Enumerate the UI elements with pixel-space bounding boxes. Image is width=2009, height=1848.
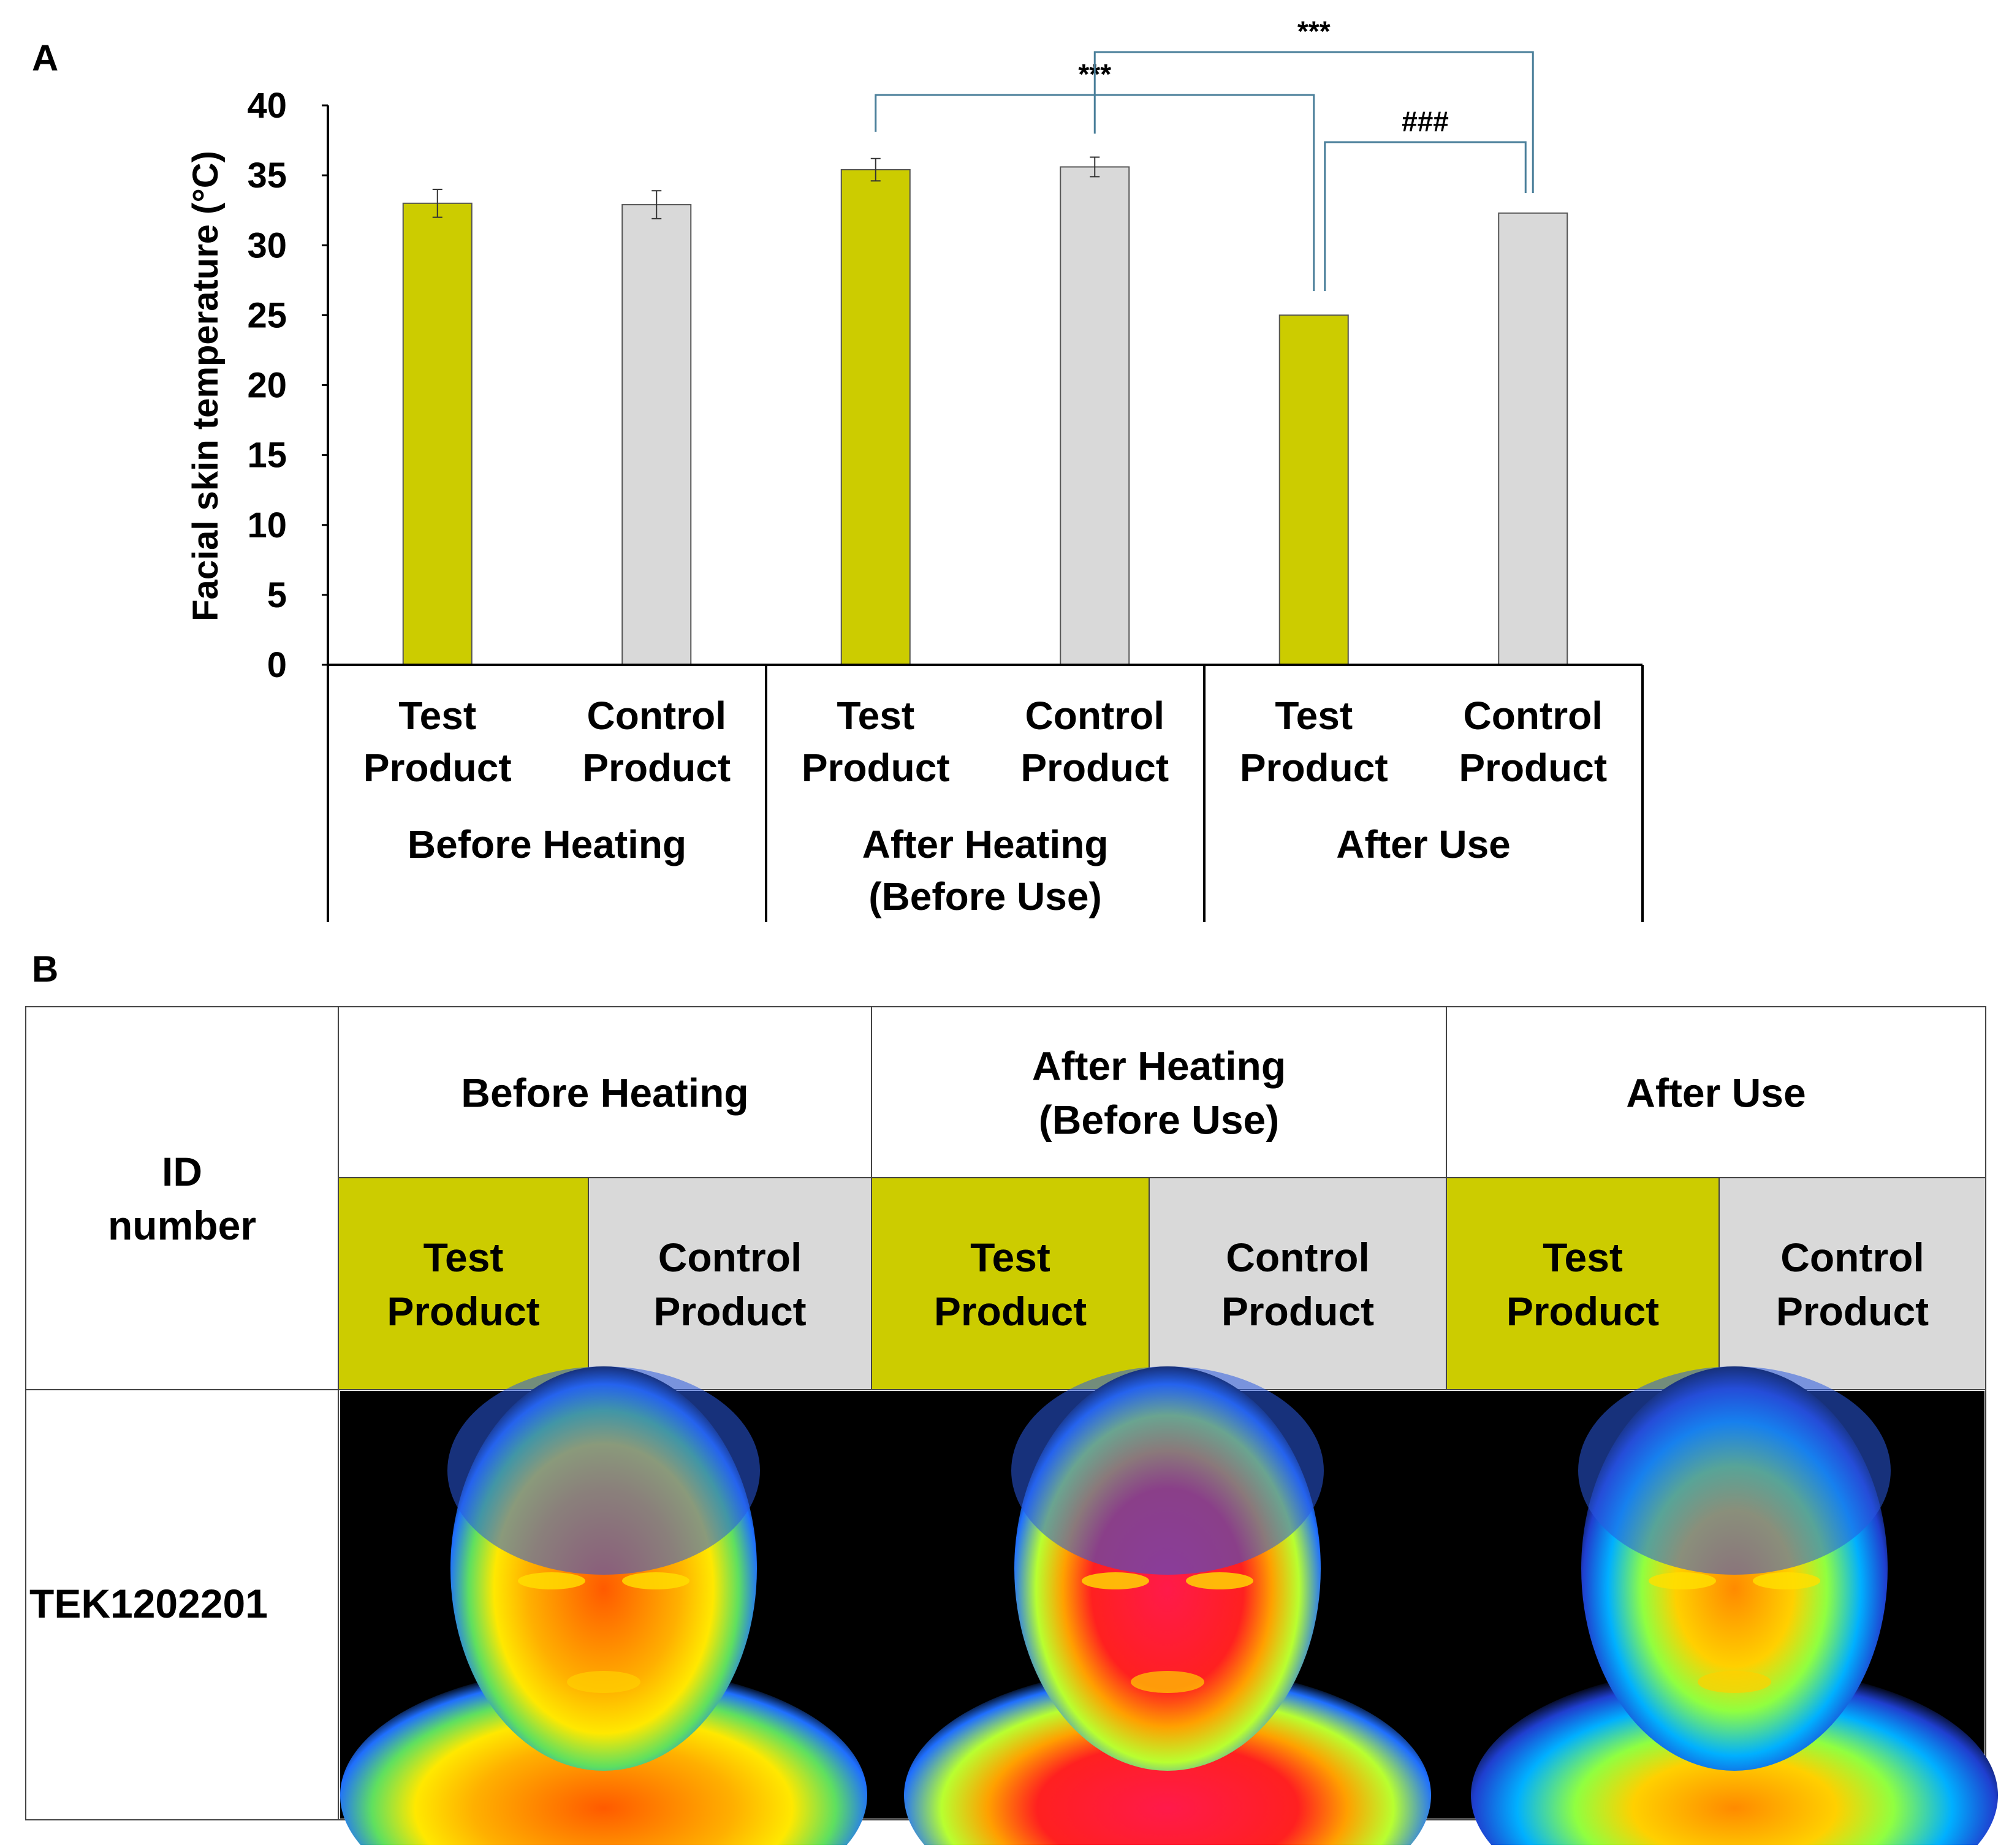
y-tick-label: 15 — [247, 436, 287, 475]
group-label: After Heating — [862, 822, 1109, 866]
right-eye — [622, 1572, 689, 1589]
group-label: Before Heating — [408, 822, 686, 866]
bar-control — [1060, 166, 1130, 665]
category-label: Product — [1459, 746, 1607, 790]
bar-control — [1498, 212, 1568, 665]
group-header-label: Before Heating — [461, 1070, 748, 1116]
subheader-label: Test — [423, 1235, 504, 1280]
y-axis-label: Facial skin temperature (°C) — [186, 151, 226, 621]
bar-chart: Facial skin temperature (°C) 0 5 10 15 20 25 3… — [186, 15, 1644, 922]
y-tick-label: 20 — [247, 366, 287, 406]
bars — [402, 166, 1568, 665]
hair — [1011, 1366, 1324, 1575]
bar-control — [621, 204, 692, 665]
thermal-images — [340, 1366, 1998, 1848]
thermal-image-table: Test Product Control Product Test Product Cont… — [25, 1006, 1998, 1848]
right-eye — [1753, 1572, 1820, 1589]
group-label: (Before Use) — [868, 874, 1102, 918]
subheader-label: Control — [1226, 1235, 1370, 1280]
group-header-label: After Heating — [1032, 1043, 1286, 1089]
category-label: Product — [1020, 746, 1169, 790]
category-label: Control — [587, 694, 727, 738]
group-label: After Use — [1336, 822, 1511, 866]
subheader-label: Product — [653, 1289, 806, 1334]
subheader-cell-test — [871, 1177, 1150, 1390]
right-eye — [1186, 1572, 1253, 1589]
significance-bracket — [1093, 51, 1534, 193]
bar-test — [1278, 314, 1349, 665]
subheader-label: Product — [1221, 1289, 1374, 1334]
category-label: Test — [837, 694, 914, 738]
category-label: Product — [1240, 746, 1388, 790]
category-label: Product — [582, 746, 731, 790]
subheader-label: Control — [1780, 1235, 1924, 1280]
significance-bracket — [1324, 141, 1527, 291]
y-tick-label: 5 — [267, 575, 287, 615]
subheader-label: Control — [658, 1235, 802, 1280]
subheader-label: Product — [387, 1289, 539, 1334]
y-tick-label: 25 — [247, 295, 287, 335]
subheader-label: Product — [1776, 1289, 1929, 1334]
hair — [1578, 1366, 1891, 1575]
left-eye — [1082, 1572, 1149, 1589]
subheader-cell-control — [588, 1177, 872, 1390]
category-label: Test — [398, 694, 476, 738]
significance-label: ### — [1402, 105, 1449, 137]
hair — [447, 1366, 760, 1575]
subheader-label: Test — [970, 1235, 1050, 1280]
axes — [322, 104, 1644, 922]
category-label: Control — [1464, 694, 1603, 738]
after-use-thermal — [1471, 1366, 1998, 1848]
category-labels: Test Product Control Product Before Heating T… — [363, 694, 1607, 918]
subheader-label: Test — [1543, 1235, 1623, 1280]
row-id: TEK1202201 — [29, 1581, 268, 1626]
left-eye — [518, 1572, 585, 1589]
left-eye — [1649, 1572, 1716, 1589]
y-tick-label: 30 — [247, 225, 287, 265]
before-heating-thermal — [340, 1366, 867, 1848]
bar-test — [840, 169, 911, 665]
subheader-cell-control — [1718, 1177, 1986, 1390]
error-bars — [432, 156, 1100, 219]
y-tick-label: 35 — [247, 156, 287, 195]
y-tick-label: 0 — [267, 645, 287, 685]
table-text: Test Product Control Product Test Product Cont… — [29, 1043, 1929, 1627]
group-header-label: After Use — [1626, 1070, 1806, 1116]
category-label: Control — [1025, 694, 1165, 738]
mouth — [1131, 1671, 1204, 1693]
significance-annotations: ******### — [875, 15, 1534, 291]
panel-b-label: B — [32, 949, 58, 990]
subheader-cell-control — [1149, 1177, 1447, 1390]
panel-a-label: A — [32, 37, 58, 78]
y-tick-labels: 0 5 10 15 20 25 30 35 40 — [247, 86, 287, 685]
id-header-label: number — [108, 1203, 256, 1248]
mouth — [567, 1671, 640, 1693]
category-label: Product — [802, 746, 950, 790]
mouth — [1698, 1671, 1771, 1693]
significance-label: *** — [1297, 15, 1331, 47]
id-header-label: ID — [162, 1149, 202, 1194]
after-heating-thermal — [904, 1366, 1431, 1848]
category-label: Product — [363, 746, 512, 790]
subheader-label: Product — [934, 1289, 1087, 1334]
subheader-cell-test — [338, 1177, 589, 1390]
subheader-cell-test — [1446, 1177, 1720, 1390]
subheader-label: Product — [1506, 1289, 1659, 1334]
category-label: Test — [1275, 694, 1353, 738]
y-tick-label: 10 — [247, 506, 287, 545]
y-tick-label: 40 — [247, 86, 287, 126]
group-header-label: (Before Use) — [1039, 1097, 1279, 1143]
bar-test — [402, 202, 473, 665]
